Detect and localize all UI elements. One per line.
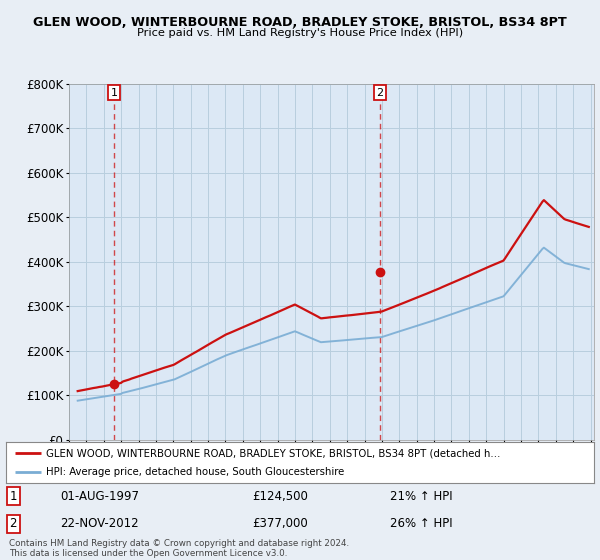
Text: GLEN WOOD, WINTERBOURNE ROAD, BRADLEY STOKE, BRISTOL, BS34 8PT (detached h…: GLEN WOOD, WINTERBOURNE ROAD, BRADLEY ST… — [46, 449, 500, 458]
Text: Price paid vs. HM Land Registry's House Price Index (HPI): Price paid vs. HM Land Registry's House … — [137, 28, 463, 38]
Text: 01-AUG-1997: 01-AUG-1997 — [60, 490, 139, 503]
Text: 22-NOV-2012: 22-NOV-2012 — [60, 517, 139, 530]
Text: £124,500: £124,500 — [252, 490, 308, 503]
Text: 2: 2 — [377, 88, 384, 98]
Text: GLEN WOOD, WINTERBOURNE ROAD, BRADLEY STOKE, BRISTOL, BS34 8PT: GLEN WOOD, WINTERBOURNE ROAD, BRADLEY ST… — [33, 16, 567, 29]
Text: 1: 1 — [10, 490, 17, 503]
Text: HPI: Average price, detached house, South Gloucestershire: HPI: Average price, detached house, Sout… — [46, 467, 344, 477]
Text: 21% ↑ HPI: 21% ↑ HPI — [390, 490, 452, 503]
Text: Contains HM Land Registry data © Crown copyright and database right 2024.
This d: Contains HM Land Registry data © Crown c… — [9, 539, 349, 558]
Text: 2: 2 — [10, 517, 17, 530]
Text: 1: 1 — [110, 88, 118, 98]
Text: 26% ↑ HPI: 26% ↑ HPI — [390, 517, 452, 530]
Text: £377,000: £377,000 — [252, 517, 308, 530]
